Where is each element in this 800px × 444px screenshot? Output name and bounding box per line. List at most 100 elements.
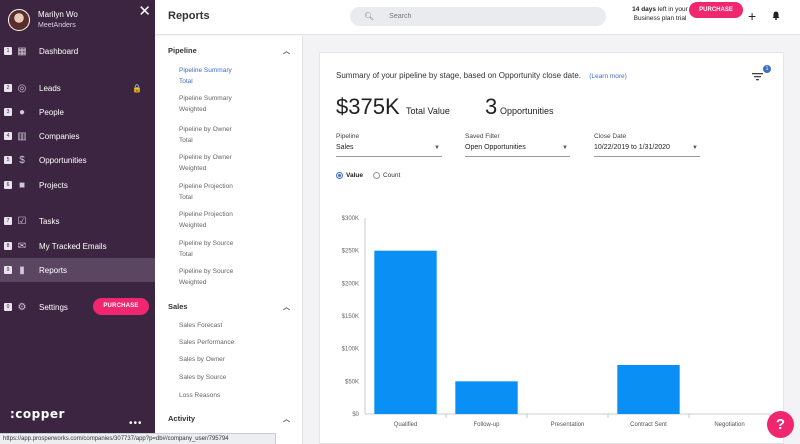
description-text: Summary of your pipeline by stage, based…: [336, 71, 582, 80]
opportunity-count: 3: [485, 94, 498, 119]
report-sublabel: Total: [179, 251, 193, 258]
briefcase-icon: ■: [18, 179, 26, 191]
report-sales-by-source[interactable]: Sales by Source: [179, 374, 227, 381]
chevron-up-icon[interactable]: ︿: [283, 48, 290, 55]
report-card: Summary of your pipeline by stage, based…: [319, 52, 784, 444]
report-pipeline-by-source-weighted[interactable]: Pipeline by Source Weighted: [179, 266, 289, 288]
nav-item-people[interactable]: 3 ● People: [0, 100, 155, 124]
lock-icon: 🔒: [132, 83, 142, 93]
report-sales-forecast[interactable]: Sales Forecast: [179, 322, 223, 329]
y-tick-label: $50K: [345, 379, 359, 385]
bar-contract-sent: [617, 365, 680, 414]
shortcut-badge: 6: [4, 181, 12, 189]
nav-label: Settings: [39, 302, 68, 312]
dashboard-icon: ▦: [17, 45, 27, 57]
chevron-up-icon[interactable]: ︿: [283, 304, 290, 311]
nav-label: People: [39, 107, 64, 117]
report-sales-by-owner[interactable]: Sales by Owner: [179, 356, 225, 363]
x-tick-label: Negotiation: [714, 422, 744, 428]
learn-more-link[interactable]: (Learn more): [589, 73, 627, 80]
pipeline-select-value: Sales: [336, 144, 354, 151]
report-pipeline-summary-weighted[interactable]: Pipeline Summary Weighted: [179, 93, 289, 115]
metric-toggle: Value Count: [336, 172, 410, 179]
saved-filter-select[interactable]: Open Opportunities ▼: [465, 142, 570, 157]
shortcut-badge: 7: [4, 217, 12, 225]
radio-value-label[interactable]: Value: [346, 172, 363, 179]
section-pipeline[interactable]: Pipeline ︿: [168, 46, 290, 55]
nav-label: Leads: [39, 83, 61, 93]
nav-purchase-button[interactable]: PURCHASE: [93, 298, 149, 315]
chevron-up-icon[interactable]: ︿: [283, 416, 290, 423]
top-header: Reports 🔍︎ 14 days left in your Business…: [155, 0, 800, 35]
report-label: Pipeline by Owner: [179, 126, 232, 133]
more-icon[interactable]: •••: [129, 418, 143, 429]
nav-item-tracked-emails[interactable]: 8 ✉ My Tracked Emails: [0, 234, 155, 258]
caret-down-icon: ▼: [562, 145, 568, 151]
report-sublabel: Total: [179, 194, 193, 201]
y-tick-label: $200K: [342, 281, 359, 287]
nav-item-settings[interactable]: 0 ⚙ Settings: [0, 295, 155, 319]
report-pipeline-by-owner-total[interactable]: Pipeline by Owner Total: [179, 124, 289, 146]
report-pipeline-projection-weighted[interactable]: Pipeline Projection Weighted: [179, 209, 289, 231]
y-tick-label: $300K: [342, 216, 359, 222]
saved-filter-label: Saved Filter: [465, 133, 500, 140]
report-loss-reasons[interactable]: Loss Reasons: [179, 392, 221, 399]
nav-item-reports[interactable]: 9 ▮ Reports: [0, 258, 155, 282]
report-pipeline-by-source-total[interactable]: Pipeline by Source Total: [179, 238, 289, 260]
nav-item-tasks[interactable]: 7 ☑ Tasks: [0, 209, 155, 233]
report-label: Pipeline Summary: [179, 95, 232, 102]
bar-follow-up: [455, 381, 518, 414]
nav-item-projects[interactable]: 6 ■ Projects: [0, 173, 155, 197]
filter-icon[interactable]: [752, 71, 763, 82]
help-button[interactable]: ?: [767, 411, 794, 438]
close-icon[interactable]: ✕: [138, 3, 151, 20]
nav-item-opportunities[interactable]: 5 $ Opportunities: [0, 148, 155, 172]
close-date-select[interactable]: 10/22/2019 to 1/31/2020 ▼: [594, 142, 700, 157]
shortcut-badge: 4: [4, 132, 12, 140]
gear-icon: ⚙: [17, 301, 27, 313]
search-bar[interactable]: 🔍︎: [350, 7, 606, 26]
nav-item-dashboard[interactable]: 1 ▦ Dashboard: [0, 39, 155, 63]
report-pipeline-by-owner-weighted[interactable]: Pipeline by Owner Weighted: [179, 152, 289, 174]
report-sublabel: Total: [179, 78, 193, 85]
radio-value[interactable]: [336, 172, 343, 179]
close-date-label: Close Date: [594, 133, 627, 140]
x-tick-label: Follow-up: [473, 422, 500, 428]
nav-item-leads[interactable]: 2 ◎ Leads 🔒: [0, 76, 155, 100]
saved-filter-value: Open Opportunities: [465, 144, 526, 151]
report-label: Pipeline Projection: [179, 183, 233, 190]
report-label: Pipeline by Source: [179, 268, 234, 275]
search-input[interactable]: [389, 13, 590, 20]
x-tick-label: Contract Sent: [630, 422, 667, 428]
report-label: Pipeline Summary: [179, 67, 232, 74]
shortcut-badge: 5: [4, 156, 12, 164]
plus-icon[interactable]: +: [748, 8, 757, 24]
pipeline-bar-chart: $0 $50K $100K $150K $200K $250K $300K Qualified…: [342, 216, 771, 428]
report-pipeline-projection-total[interactable]: Pipeline Projection Total: [179, 181, 289, 203]
report-sales-performance[interactable]: Sales Performance: [179, 339, 235, 346]
envelope-icon: ✉: [17, 240, 27, 252]
radio-count-label[interactable]: Count: [382, 172, 401, 179]
report-label: Pipeline Projection: [179, 211, 233, 218]
section-sales[interactable]: Sales ︿: [168, 302, 290, 311]
nav-item-companies[interactable]: 4 ▥ Companies: [0, 124, 155, 148]
bar-chart-icon: ▮: [19, 264, 25, 276]
trial-notice: 14 days left in your Business plan trial: [630, 5, 690, 23]
close-date-value: 10/22/2019 to 1/31/2020: [594, 144, 670, 151]
shortcut-badge: 8: [4, 242, 12, 250]
report-pipeline-summary-total[interactable]: Pipeline Summary Total: [179, 65, 289, 87]
shortcut-badge: 0: [4, 303, 12, 311]
user-org: MeetAnders: [38, 22, 76, 29]
bell-icon[interactable]: [772, 11, 780, 20]
radio-count[interactable]: [372, 172, 380, 179]
avatar[interactable]: [8, 9, 30, 31]
user-profile[interactable]: Marilyn Wo MeetAnders: [8, 7, 148, 33]
shortcut-badge: 3: [4, 108, 12, 116]
section-activity[interactable]: Activity ︿: [168, 414, 290, 423]
pipeline-select[interactable]: Sales ▼: [336, 142, 442, 157]
header-purchase-button[interactable]: PURCHASE: [689, 2, 743, 18]
caret-down-icon: ▼: [692, 145, 698, 151]
trial-days: 14 days: [632, 6, 657, 13]
checkbox-icon: ☑: [17, 215, 27, 227]
nav-label: Projects: [39, 180, 68, 190]
